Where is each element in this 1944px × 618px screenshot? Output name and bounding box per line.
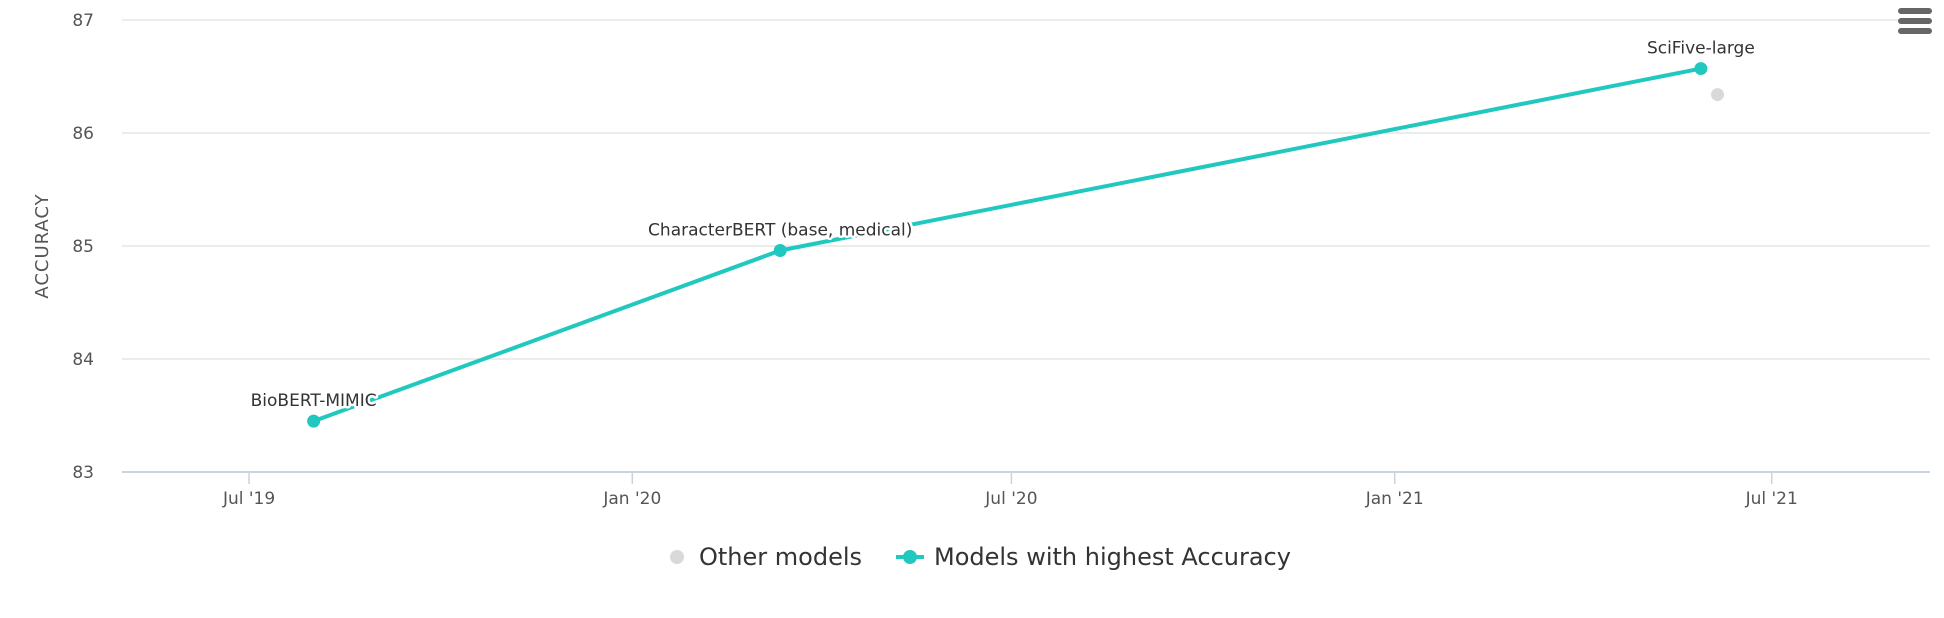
y-tick-label: 87 [72,11,94,31]
y-axis-title: ACCURACY [32,193,53,298]
legend-label-highest: Models with highest Accuracy [934,543,1291,571]
x-tick-label: Jul '21 [1745,489,1798,509]
data-point [307,414,321,428]
x-tick-label: Jul '20 [984,489,1037,509]
data-label: SciFive-large [1647,39,1755,59]
menu-bar [1898,18,1932,24]
legend-marker-other-models [670,550,684,564]
hamburger-menu-icon[interactable] [1898,8,1932,38]
data-point [1694,62,1708,76]
y-tick-label: 83 [72,463,94,483]
x-tick-label: Jan '21 [1365,489,1424,509]
other-model-point [1711,88,1725,102]
y-tick-label: 85 [72,237,94,257]
menu-bar [1898,8,1932,14]
data-label-halo: BioBERT-MIMIC [251,391,377,411]
y-tick-label: 86 [72,124,94,144]
data-label: BioBERT-MIMIC [251,391,377,411]
data-label: CharacterBERT (base, medical) [648,221,912,241]
legend-label-other-models: Other models [699,543,862,571]
data-point [773,244,787,258]
data-label-halo: CharacterBERT (base, medical) [648,221,912,241]
y-tick-label: 84 [72,350,94,370]
legend-marker-highest [903,550,917,564]
data-label-halo: SciFive-large [1647,39,1755,59]
x-tick-label: Jan '20 [602,489,661,509]
menu-bar [1898,28,1932,34]
series-line [312,66,1702,424]
x-tick-label: Jul '19 [222,489,275,509]
